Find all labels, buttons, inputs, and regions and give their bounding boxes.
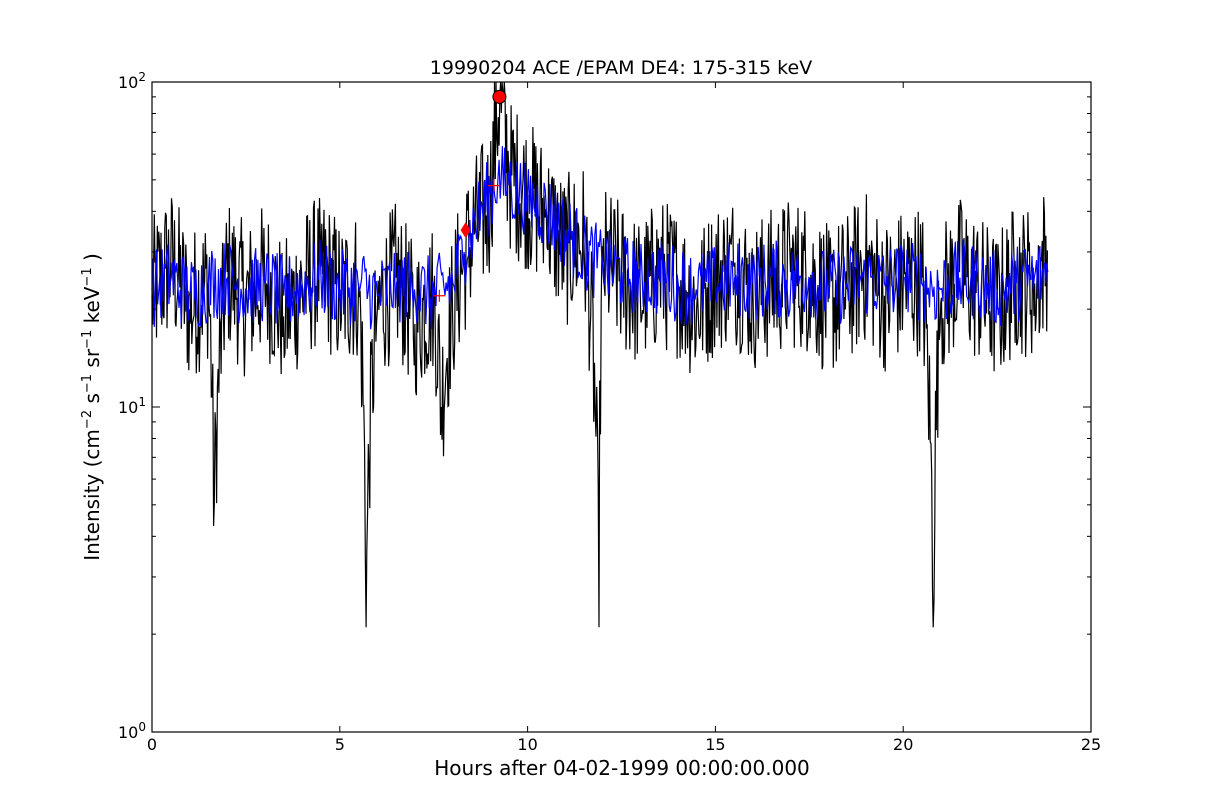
y-tick-label: 102 xyxy=(118,70,146,92)
series-line-0 xyxy=(151,81,1048,628)
y-label-suffix: ) xyxy=(80,253,104,267)
y-label-exp-2: −1 xyxy=(80,374,95,393)
y-axis-label: Intensity (cm−2 s−1 sr−1 keV−1 ) xyxy=(80,253,104,561)
plot-data-layer xyxy=(151,81,1049,628)
plot-frame xyxy=(151,81,1092,733)
y-label-exp-3: −1 xyxy=(80,330,95,349)
marker-circle-0 xyxy=(492,89,507,104)
chart-title: 19990204 ACE /EPAM DE4: 175-315 keV xyxy=(430,57,812,79)
x-tick-label: 10 xyxy=(517,735,537,754)
y-tick-label: 100 xyxy=(118,720,146,742)
axis-ticks: 0 5 10 15 20 25 100 101 102 xyxy=(118,70,1101,754)
y-label-part-3: sr xyxy=(80,348,104,374)
y-label-exp-4: −1 xyxy=(80,267,95,286)
series-line-1 xyxy=(151,146,1049,330)
x-tick-label: 25 xyxy=(1081,735,1101,754)
y-label-part-2: s xyxy=(80,393,104,410)
x-tick-label: 0 xyxy=(147,735,157,754)
marker-diamond-1 xyxy=(460,222,471,239)
y-tick-label: 101 xyxy=(118,395,146,417)
x-tick-label: 20 xyxy=(893,735,913,754)
y-label-part-4: keV xyxy=(80,286,104,330)
marker-plus-2 xyxy=(487,179,500,192)
y-label-exp-1: −2 xyxy=(80,410,95,429)
y-label-prefix: Intensity (cm xyxy=(80,429,104,561)
x-tick-label: 5 xyxy=(335,735,345,754)
marker-plus-3 xyxy=(433,289,446,302)
x-tick-label: 15 xyxy=(705,735,725,754)
x-axis-label: Hours after 04-02-1999 00:00:00.000 xyxy=(434,756,810,780)
